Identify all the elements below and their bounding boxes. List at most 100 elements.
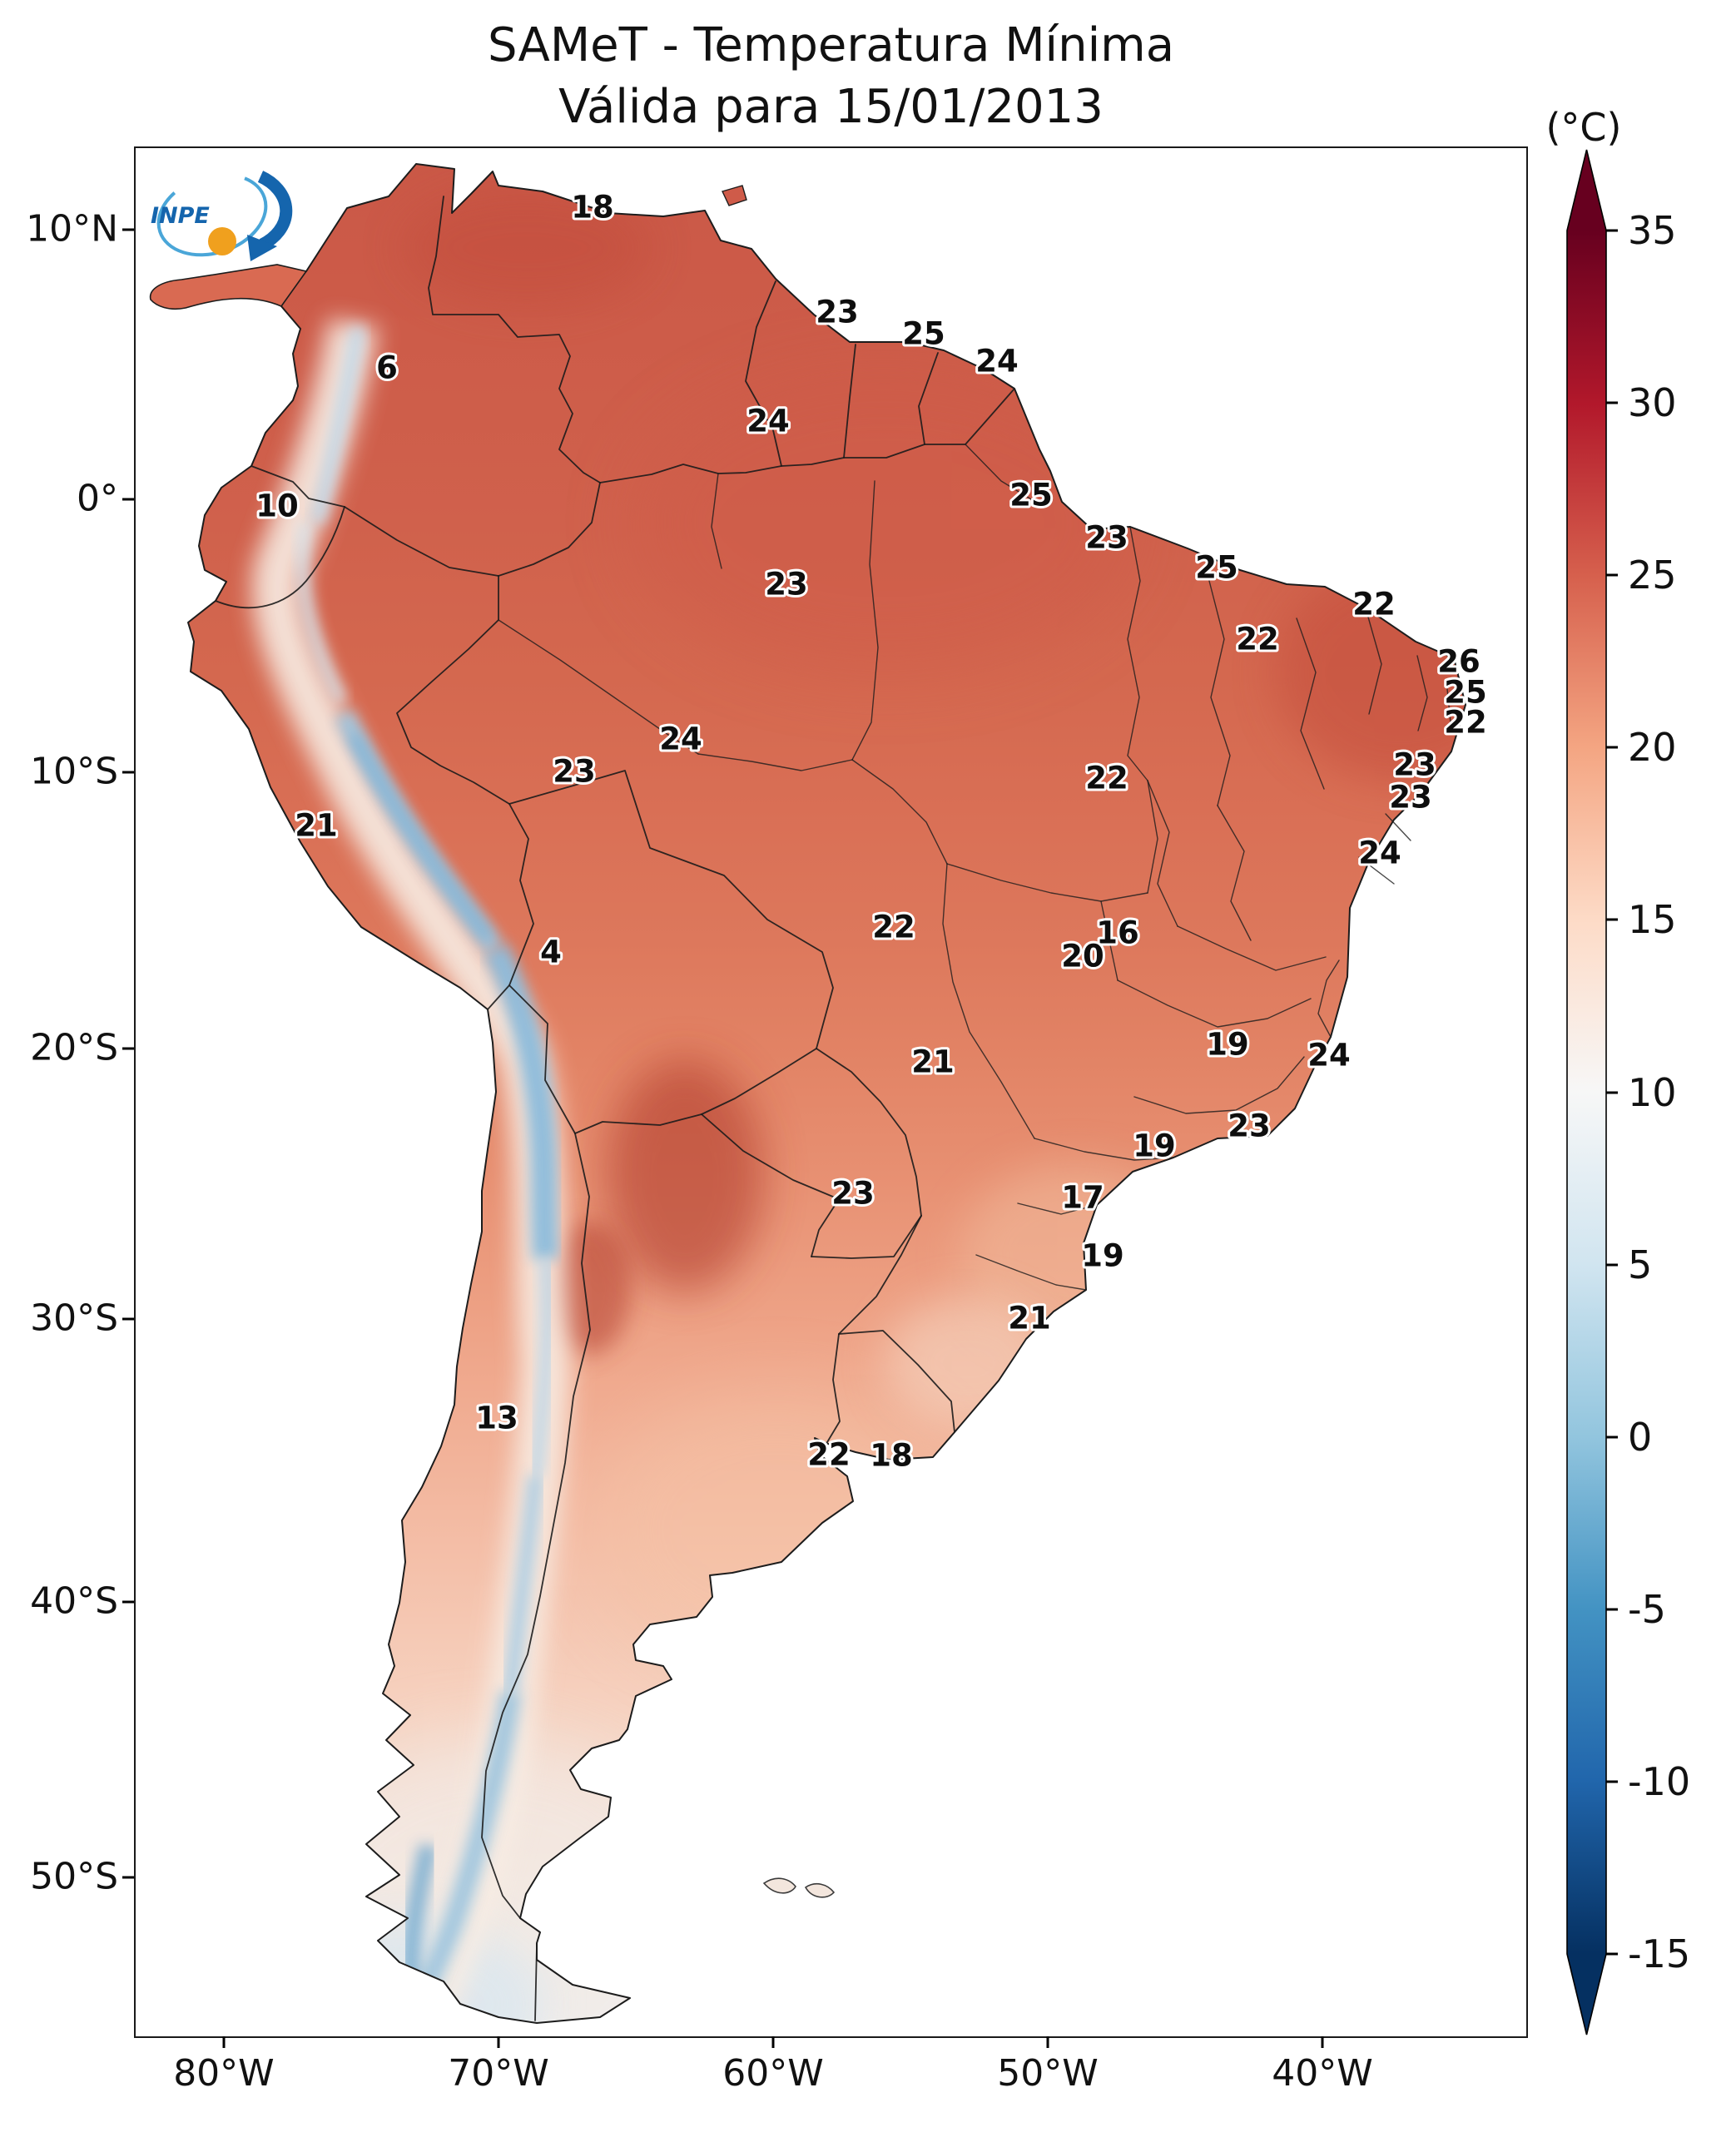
colorbar-tick-mark xyxy=(1606,1263,1618,1267)
country-borders xyxy=(215,196,1015,2021)
temperature-label: 23 xyxy=(1085,520,1128,556)
temperature-label: 20 xyxy=(1061,939,1104,974)
colorbar-tick-label: 0 xyxy=(1628,1414,1653,1460)
lat-tick-label: 40°S xyxy=(30,1579,118,1623)
temperature-label: 23 xyxy=(1228,1108,1271,1144)
lon-tick-mark xyxy=(1321,2036,1324,2048)
temperature-label: 23 xyxy=(1393,747,1436,783)
falkland-islands xyxy=(762,1877,836,1898)
temperature-label: 24 xyxy=(1307,1038,1351,1074)
lon-tick-label: 80°W xyxy=(173,2052,275,2095)
colorbar-tick-label: -5 xyxy=(1628,1586,1666,1632)
panama-landmass xyxy=(149,264,308,310)
lon-tick-label: 60°W xyxy=(722,2052,824,2095)
title-line-1: SAMeT - Temperatura Mínima xyxy=(487,18,1175,72)
inpe-orange-dot xyxy=(208,227,236,255)
temperature-label: 24 xyxy=(1358,836,1401,871)
lon-tick-mark xyxy=(222,2036,226,2048)
temperature-field xyxy=(188,164,1466,2023)
temperature-label: 10 xyxy=(255,488,299,524)
temperature-label: 13 xyxy=(475,1401,518,1436)
colorbar-tick-label: 5 xyxy=(1628,1242,1653,1287)
temperature-label: 21 xyxy=(295,808,338,844)
lat-tick-label: 50°S xyxy=(30,1855,118,1898)
temperature-label: 22 xyxy=(807,1437,851,1473)
lat-tick-mark xyxy=(122,498,134,501)
temperature-label: 22 xyxy=(872,910,915,945)
temperature-label: 23 xyxy=(831,1176,875,1212)
colorbar-tick-mark xyxy=(1606,1091,1618,1093)
colorbar-tick-label: 25 xyxy=(1628,553,1677,598)
colorbar-unit-label: (°C) xyxy=(1545,105,1622,150)
temperature-label: 23 xyxy=(765,567,808,602)
lat-tick-mark xyxy=(122,771,134,774)
coastline xyxy=(187,163,1466,2024)
lon-tick-label: 50°W xyxy=(997,2052,1099,2095)
lat-tick-label: 0° xyxy=(77,477,118,520)
colorbar xyxy=(1566,149,1607,2035)
temperature-label: 21 xyxy=(911,1044,955,1080)
colorbar-tick-label: -15 xyxy=(1628,1931,1691,1976)
temperature-label: 25 xyxy=(1009,478,1053,513)
lon-tick-label: 40°W xyxy=(1272,2052,1373,2095)
temperature-label: 22 xyxy=(1085,761,1128,796)
colorbar-tick-mark xyxy=(1606,918,1618,921)
lat-tick-mark xyxy=(122,1047,134,1050)
trinidad-island xyxy=(722,185,747,206)
colorbar-tick-label: 20 xyxy=(1628,725,1677,771)
temperature-label: 17 xyxy=(1061,1180,1104,1216)
lon-tick-mark xyxy=(771,2036,775,2048)
lat-tick-mark xyxy=(122,1876,134,1879)
lon-tick-label: 70°W xyxy=(448,2052,549,2095)
lat-tick-mark xyxy=(122,228,134,231)
map-plot-area: 18 23 25 24 6 24 10 25 23 25 22 22 26 25 22 23 23 23 24 23 2… xyxy=(134,146,1528,2038)
temperature-label: 24 xyxy=(975,344,1019,379)
inpe-logo-text: INPE xyxy=(151,203,210,229)
temperature-label: 23 xyxy=(816,295,859,330)
colorbar-tick-mark xyxy=(1606,229,1618,232)
lat-tick-mark xyxy=(122,1600,134,1604)
colorbar-tick-label: 10 xyxy=(1628,1069,1677,1115)
temperature-label: 19 xyxy=(1081,1238,1124,1274)
inpe-arrow-head xyxy=(247,235,277,261)
state-borders xyxy=(498,444,1452,1291)
colorbar-tick-label: 30 xyxy=(1628,380,1677,426)
temperature-label: 26 xyxy=(1437,644,1481,680)
colorbar-tick-mark xyxy=(1606,1952,1618,1956)
temperature-label: 22 xyxy=(1352,587,1396,622)
temperature-label: 18 xyxy=(571,190,614,226)
temperature-label: 24 xyxy=(659,721,702,757)
lon-tick-mark xyxy=(497,2036,500,2048)
lat-tick-label: 30°S xyxy=(30,1297,118,1340)
lon-tick-mark xyxy=(1046,2036,1049,2048)
colorbar-tick-mark xyxy=(1606,1435,1618,1439)
colorbar-tick-mark xyxy=(1606,573,1618,577)
temperature-label: 25 xyxy=(902,316,945,352)
colorbar-tick-mark xyxy=(1606,1780,1618,1783)
title-line-2: Válida para 15/01/2013 xyxy=(558,79,1104,134)
temperature-label: 19 xyxy=(1133,1128,1176,1164)
temperature-label: 4 xyxy=(540,935,562,970)
lat-tick-mark xyxy=(122,1317,134,1321)
temperature-label: 22 xyxy=(1444,705,1487,741)
temperature-label: 21 xyxy=(1008,1301,1051,1336)
inpe-arrow-curve xyxy=(257,171,293,250)
colorbar-tick-label: 15 xyxy=(1628,897,1677,943)
page-title: SAMeT - Temperatura Mínima Válida para 1… xyxy=(136,15,1526,138)
temperature-label: 25 xyxy=(1444,675,1487,711)
temperature-label: 23 xyxy=(553,754,596,790)
temperature-label: 19 xyxy=(1206,1027,1249,1063)
colorbar-gradient xyxy=(1566,149,1607,2035)
inpe-logo: INPE xyxy=(151,171,293,261)
temperature-label: 22 xyxy=(1236,622,1279,657)
lat-tick-label: 10°S xyxy=(30,750,118,793)
lat-tick-label: 20°S xyxy=(30,1026,118,1069)
lat-tick-label: 10°N xyxy=(26,207,118,250)
temperature-label: 6 xyxy=(376,350,398,386)
colorbar-tick-mark xyxy=(1606,1608,1618,1611)
colorbar-tick-label: -10 xyxy=(1628,1758,1691,1804)
colorbar-tick-mark xyxy=(1606,401,1618,404)
